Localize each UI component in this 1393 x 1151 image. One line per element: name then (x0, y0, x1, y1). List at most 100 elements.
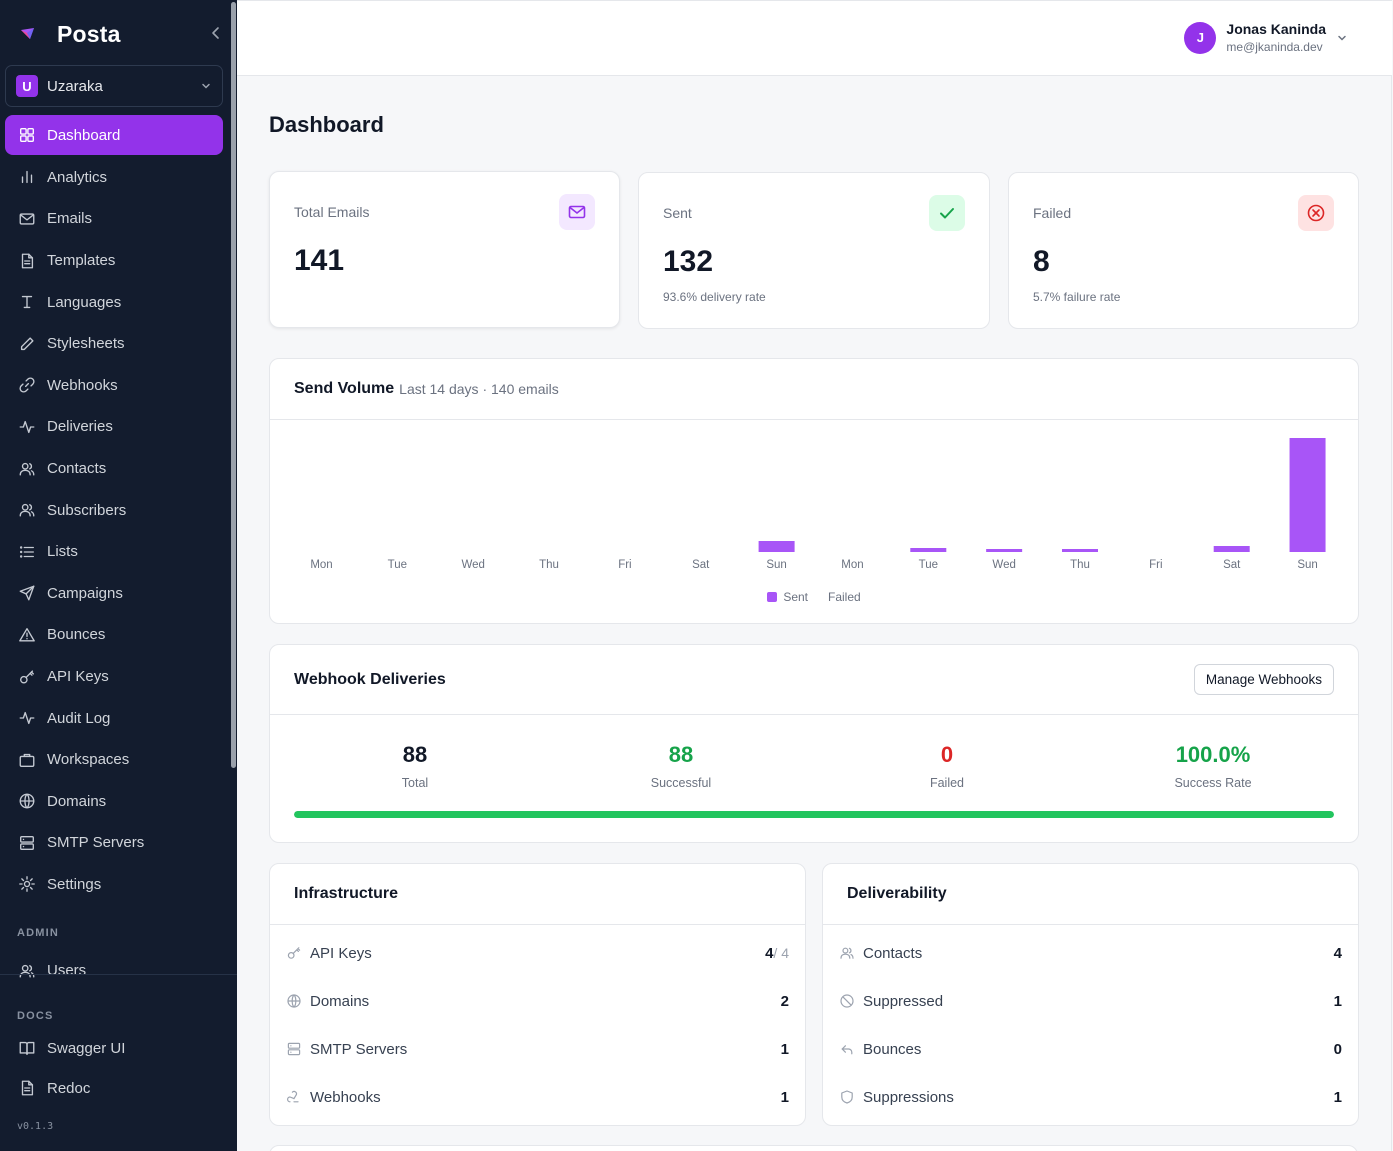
row-value-suffix: / 4 (773, 945, 789, 961)
sidebar-item-label: Domains (47, 792, 107, 810)
sidebar-item-label: Emails (47, 210, 93, 228)
sidebar-item-redoc[interactable]: Redoc (5, 1068, 223, 1108)
infrastructure-card: Infrastructure API Keys 4/ 4 Domains 2 SMTP … (269, 863, 806, 1126)
x-tick-label: Tue (388, 559, 407, 571)
bar-sent-9[interactable] (986, 549, 1023, 552)
topbar: J Jonas Kaninda me@jkaninda.dev (237, 0, 1392, 76)
collapse-sidebar-button[interactable] (207, 24, 225, 42)
admin-section-label: ADMIN (17, 927, 60, 939)
legend-swatch (767, 592, 778, 602)
sidebar-item-smtp-servers[interactable]: SMTP Servers (5, 822, 223, 864)
legend-item-sent[interactable]: Sent (767, 590, 808, 604)
bar-sent-12[interactable] (1213, 546, 1250, 552)
sidebar-item-subscribers[interactable]: Subscribers (5, 489, 223, 531)
deliverability-header: Deliverability (823, 864, 1358, 925)
brand[interactable]: Posta (20, 20, 121, 48)
x-tick-label: Sat (1223, 559, 1241, 571)
sidebar-item-label: Subscribers (47, 501, 127, 519)
sidebar-item-languages[interactable]: Languages (5, 281, 223, 323)
row-label: SMTP Servers (310, 1040, 408, 1058)
sidebar-item-stylesheets[interactable]: Stylesheets (5, 323, 223, 365)
send-icon (17, 583, 37, 603)
bar-sent-10[interactable] (1062, 549, 1098, 552)
key-icon (17, 667, 37, 687)
sidebar-item-lists[interactable]: Lists (5, 531, 223, 573)
book-icon (17, 1038, 37, 1058)
sidebar-item-swagger-ui[interactable]: Swagger UI (5, 1028, 223, 1068)
app-version: v0.1.3 (17, 1121, 54, 1132)
sidebar-item-users[interactable]: Users (5, 950, 223, 992)
key-icon (286, 945, 302, 961)
manage-webhooks-button[interactable]: Manage Webhooks (1193, 664, 1334, 695)
progress-fill (294, 811, 1334, 818)
sidebar-item-label: Campaigns (47, 584, 123, 602)
webhook-success-progress (294, 811, 1334, 818)
row-value: 0 (1333, 1040, 1342, 1058)
row-label: Bounces (863, 1040, 922, 1058)
sidebar-item-label: Workspaces (47, 751, 130, 769)
infrastructure-title: Infrastructure (294, 885, 399, 902)
webhook-total-value: 88 (402, 742, 428, 767)
main-scrollbar-track[interactable] (1391, 76, 1392, 1151)
legend-item-failed[interactable]: Failed (828, 590, 861, 604)
send-volume-card: Send Volume Last 14 days · 140 emails Mo… (269, 358, 1359, 624)
main-content: J Jonas Kaninda me@jkaninda.dev Dashboar… (237, 0, 1392, 1151)
bar-sent-6[interactable] (758, 541, 795, 552)
users-icon (17, 500, 37, 520)
shield-icon (839, 1089, 855, 1105)
sidebar-item-dashboard[interactable]: Dashboard (5, 115, 223, 155)
sidebar-scrollbar[interactable] (231, 2, 236, 768)
page-title: Dashboard (269, 112, 384, 137)
x-tick-label: Fri (1149, 559, 1162, 571)
bar-sent-8[interactable] (910, 548, 947, 552)
x-tick-label: Wed (992, 559, 1015, 571)
stat-value: 132 (663, 245, 714, 278)
row-value: 4 (765, 944, 774, 962)
failed-card: Failed 8 5.7% failure rate (1008, 172, 1359, 329)
sidebar-item-templates[interactable]: Templates (5, 240, 223, 282)
webhook-icon (286, 1089, 302, 1105)
send-volume-title: Send Volume (294, 380, 395, 397)
activity-icon (17, 417, 37, 437)
sidebar-item-emails[interactable]: Emails (5, 198, 223, 240)
webhook-failed-label: Failed (929, 776, 965, 790)
check-icon (929, 195, 965, 231)
next-card-peek (269, 1145, 1358, 1151)
user-menu[interactable]: J Jonas Kaninda me@jkaninda.dev (1184, 21, 1350, 54)
webhook-rate-label: Success Rate (1174, 776, 1252, 790)
user-email: me@jkaninda.dev (1226, 40, 1323, 54)
infrastructure-header: Infrastructure (270, 864, 805, 925)
sidebar-item-campaigns[interactable]: Campaigns (5, 573, 223, 615)
ban-icon (839, 993, 855, 1009)
sidebar-item-analytics[interactable]: Analytics (5, 157, 223, 199)
sidebar-nav: Dashboard Analytics Emails Templates Languag… (5, 115, 223, 905)
sidebar-item-webhooks[interactable]: Webhooks (5, 365, 223, 407)
type-icon (17, 292, 37, 312)
sidebar-item-label: Lists (47, 543, 78, 561)
deliverability-row-suppressions: Suppressions 1 (839, 1085, 1342, 1109)
send-volume-chart: Mon Tue Wed Thu Fri Sat Sun Mon Tue Wed Thu Fri Sat S… (310, 438, 1326, 571)
users-icon (17, 459, 37, 479)
user-avatar: J (1184, 21, 1217, 54)
workspace-name: Uzaraka (47, 77, 103, 95)
sidebar-item-settings[interactable]: Settings (5, 864, 223, 906)
sidebar-item-api-keys[interactable]: API Keys (5, 656, 223, 698)
sidebar-item-workspaces[interactable]: Workspaces (5, 739, 223, 781)
sidebar-item-label: Dashboard (47, 126, 121, 144)
sidebar-item-bounces[interactable]: Bounces (5, 614, 223, 656)
sidebar-item-contacts[interactable]: Contacts (5, 448, 223, 490)
briefcase-icon (17, 750, 37, 770)
x-tick-label: Sun (766, 559, 786, 571)
sidebar-item-audit-log[interactable]: Audit Log (5, 697, 223, 739)
sidebar-item-label: Stylesheets (47, 335, 125, 353)
sidebar-item-label: Audit Log (47, 709, 111, 727)
bar-sent-13[interactable] (1289, 438, 1326, 552)
deliverability-row-bounces: Bounces 0 (839, 1037, 1342, 1061)
link-icon (17, 375, 37, 395)
send-volume-subtitle: Last 14 days · 140 emails (399, 381, 559, 397)
workspace-select[interactable]: U Uzaraka (5, 65, 223, 107)
sidebar-item-deliveries[interactable]: Deliveries (5, 406, 223, 448)
x-tick-label: Mon (310, 559, 332, 571)
sidebar-item-domains[interactable]: Domains (5, 781, 223, 823)
bar-chart-icon (17, 167, 37, 187)
